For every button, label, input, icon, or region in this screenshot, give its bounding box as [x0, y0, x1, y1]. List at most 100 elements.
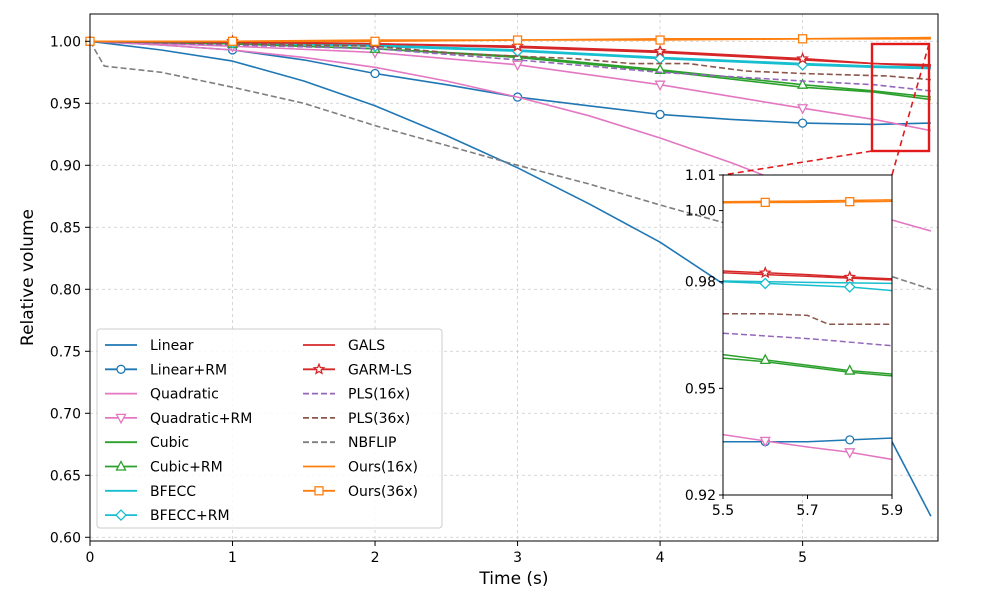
legend-item-linear-rm: Linear+RM — [105, 362, 227, 378]
inset-series-cubic — [722, 357, 893, 377]
main-axes-frame — [89, 13, 939, 542]
legend-label: NBFLIP — [348, 435, 397, 451]
inset-y-tick-label: 0.92 — [685, 488, 716, 504]
inset-series-bfecc-rm — [722, 277, 893, 293]
legend-label: PLS(36x) — [348, 411, 410, 427]
x-axis-label: Time (s) — [478, 569, 548, 589]
inset-marker-quadratic-rm — [759, 436, 771, 448]
y-tick-label: 0.90 — [50, 158, 81, 174]
y-tick-label: 1.00 — [50, 34, 81, 50]
y-tick-label: 0.70 — [50, 406, 81, 422]
y-tick-label: 0.85 — [50, 220, 81, 236]
legend-item-nbflip: NBFLIP — [303, 435, 397, 451]
line-quadratic-rm — [89, 40, 932, 132]
legend-label: GALS — [348, 338, 385, 354]
inset-marker-bfecc-rm — [759, 277, 772, 290]
legend-marker — [116, 364, 126, 374]
legend-item-gals: GALS — [303, 338, 385, 354]
marker-quadratic-rm — [654, 80, 666, 92]
marker-ours-36x — [227, 36, 238, 46]
legend-label: PLS(16x) — [348, 387, 410, 403]
legend: Linear Linear+RM Quadratic Quadratic+RM Cubi… — [96, 328, 443, 529]
legend-item-quadratic: Quadratic — [105, 387, 219, 403]
inset-zoom-plot: 5.5 5.7 5.9 0.92 0.95 0.98 1.00 1.01 — [685, 168, 903, 519]
legend-item-pls-16x: PLS(16x) — [303, 387, 410, 403]
legend-item-bfecc-rm: BFECC+RM — [105, 508, 230, 524]
x-tick-label: 3 — [513, 550, 522, 566]
inset-series-quadratic-rm — [722, 433, 893, 461]
line-pls-16x — [89, 40, 931, 92]
main-series-group — [85, 34, 932, 517]
inset-y-tick-label: 1.00 — [685, 204, 716, 220]
inset-series-pls-36x — [723, 312, 892, 326]
legend-marker — [115, 460, 127, 471]
marker-garm-ls — [796, 51, 810, 65]
x-tick-label: 4 — [656, 550, 665, 566]
marker-ours-36x — [655, 35, 665, 45]
y-tick-label: 0.65 — [50, 468, 81, 484]
inset-line-garm-ls — [722, 270, 893, 280]
legend-marker — [115, 509, 127, 522]
legend-label: Linear+RM — [150, 362, 227, 378]
y-tick-label: 0.75 — [50, 344, 81, 360]
inset-series-cubic-rm — [722, 353, 893, 375]
legend-marker — [314, 486, 324, 496]
legend-label: Cubic+RM — [150, 460, 223, 476]
inset-series-bfecc — [722, 280, 893, 285]
marker-linear-rm — [655, 109, 665, 120]
series-pls-36x — [89, 40, 931, 81]
legend-item-pls-36x: PLS(36x) — [303, 411, 410, 427]
marker-ours-36x — [370, 36, 380, 46]
inset-marker-garm-ls — [758, 266, 772, 279]
inset-series-gals — [722, 272, 893, 281]
marker-quadratic-rm — [797, 104, 809, 115]
marker-linear-rm — [370, 68, 380, 79]
inset-marker-ours-36x — [845, 197, 855, 207]
x-tick-label: 1 — [228, 550, 237, 566]
legend-label: BFECC+RM — [150, 508, 230, 524]
legend-item-cubic: Cubic — [105, 435, 189, 451]
inset-line-quadratic-rm — [722, 433, 893, 461]
y-tick-label: 0.60 — [50, 530, 81, 546]
inset-marker-cubic-rm — [759, 353, 771, 365]
legend-item-cubic-rm: Cubic+RM — [105, 460, 223, 476]
legend-item-linear: Linear — [105, 338, 194, 354]
marker-garm-ls — [653, 44, 667, 57]
inset-x-tick-label: 5.9 — [881, 503, 903, 519]
inset-marker-bfecc-rm — [843, 281, 856, 293]
y-tick-label: 0.80 — [50, 282, 81, 298]
inset-y-tick-label: 1.01 — [685, 168, 716, 184]
legend-item-quadratic-rm: Quadratic+RM — [105, 411, 252, 427]
inset-line-cubic-rm — [722, 353, 893, 375]
inset-line-pls-36x — [723, 312, 892, 326]
inset-line-ours-16x — [722, 199, 893, 203]
zoom-region-box — [870, 42, 931, 153]
marker-ours-36x — [797, 34, 808, 44]
y-axis-label: Relative volume — [18, 209, 38, 346]
zoom-connector-left — [722, 150, 873, 176]
legend-item-ours-36x: Ours(36x) — [303, 484, 418, 500]
legend-box — [96, 328, 443, 529]
legend-label: Quadratic — [150, 387, 219, 403]
inset-line-bfecc — [722, 280, 893, 285]
series-pls-16x — [89, 40, 931, 92]
inset-line-cubic — [722, 357, 893, 377]
inset-line-pls-16x — [722, 332, 893, 347]
inset-line-gals — [722, 272, 893, 281]
line-nbflip — [89, 40, 932, 291]
marker-linear-rm — [797, 118, 808, 128]
inset-marker-quadratic-rm — [844, 448, 856, 459]
x-tick-label: 2 — [371, 550, 380, 566]
inset-marker-garm-ls — [843, 270, 857, 283]
marker-quadratic-rm — [511, 60, 524, 72]
line-pls-36x — [89, 40, 931, 81]
inset-marker-ours-36x — [760, 197, 770, 208]
main-y-ticks: 0.60 0.65 0.70 0.75 0.80 0.85 0.90 0.95 1.00 — [50, 34, 90, 546]
inset-line-linear-rm — [723, 437, 893, 443]
legend-label: Ours(16x) — [348, 460, 418, 476]
legend-label: Linear — [150, 338, 194, 354]
inset-series-pls-16x — [722, 332, 893, 347]
legend-label: GARM-LS — [348, 362, 412, 378]
inset-x-tick-label: 5.5 — [712, 503, 734, 519]
